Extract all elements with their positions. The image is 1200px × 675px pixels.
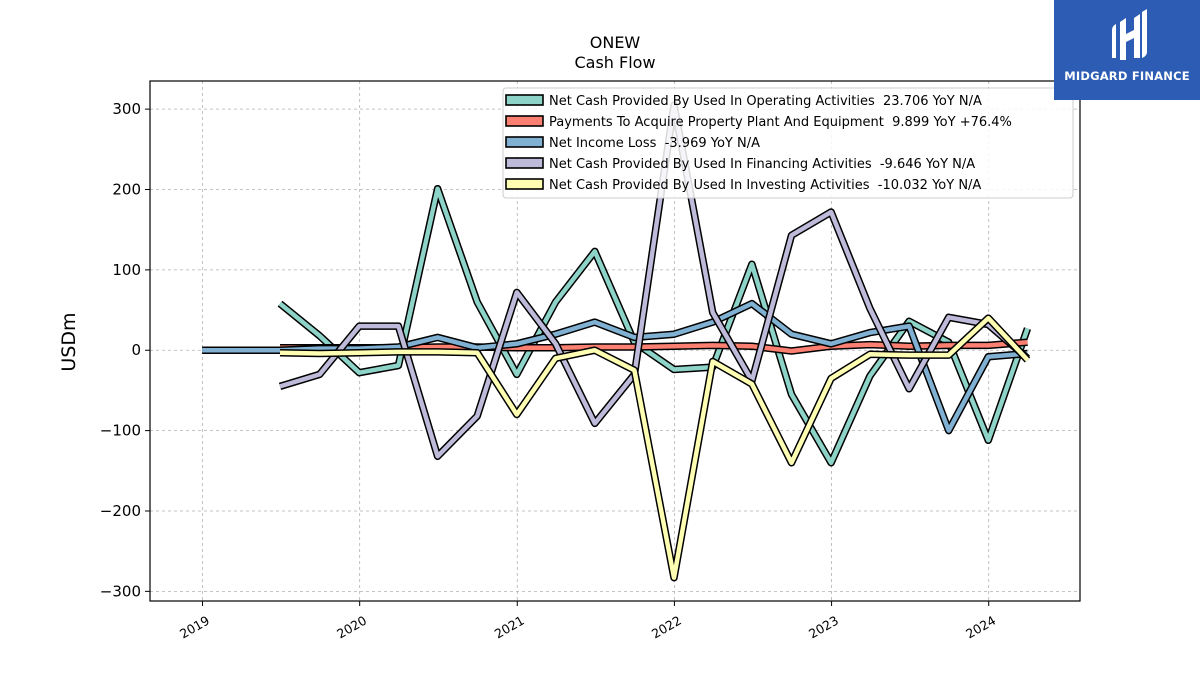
- series-4: [279, 314, 1031, 582]
- series-line: [279, 315, 1030, 580]
- series-3: [278, 101, 1030, 461]
- y-tick-label: 0: [131, 341, 141, 359]
- legend-swatch: [505, 136, 544, 148]
- y-tick-label: 200: [112, 181, 141, 199]
- legend-swatch: [505, 157, 544, 169]
- y-tick-label: 100: [112, 261, 141, 279]
- y-tick-label: −100: [100, 422, 141, 440]
- legend-label: Net Cash Provided By Used In Investing A…: [549, 178, 981, 193]
- legend: Net Cash Provided By Used In Operating A…: [502, 87, 1074, 199]
- midgard-finance-logo: MIDGARD FINANCE: [1054, 0, 1200, 100]
- midgard-logo-icon: [1112, 9, 1147, 60]
- legend-swatch: [505, 178, 544, 190]
- legend-swatch: [505, 115, 544, 127]
- legend-label: Net Income Loss -3.969 YoY N/A: [549, 136, 760, 151]
- legend-box: [502, 87, 1074, 199]
- legend-swatch: [505, 94, 544, 106]
- plot-frame: [149, 80, 1081, 602]
- chart-subtitle: Cash Flow: [574, 53, 655, 72]
- legend-label: Net Cash Provided By Used In Financing A…: [549, 157, 975, 172]
- series-line: [279, 102, 1029, 459]
- series-lines: [202, 101, 1032, 582]
- chart-title: ONEW: [590, 33, 641, 52]
- legend-label: Payments To Acquire Property Plant And E…: [549, 115, 1012, 130]
- legend-label: Net Cash Provided By Used In Operating A…: [549, 94, 982, 109]
- y-tick-label: −200: [100, 502, 141, 520]
- y-tick-label: 300: [112, 100, 141, 118]
- y-tick-label: −300: [100, 582, 141, 600]
- logo-text: MIDGARD FINANCE: [1064, 69, 1190, 83]
- y-axis-label: USDm: [58, 312, 80, 371]
